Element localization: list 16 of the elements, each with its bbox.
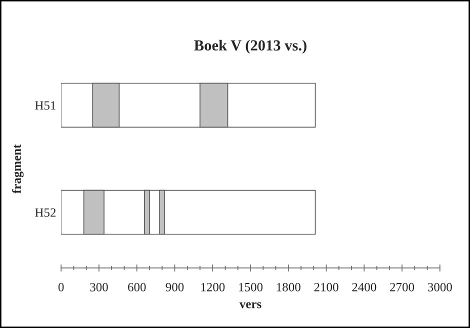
x-tick-label: 2100 [314, 282, 338, 292]
x-tick-label: 1500 [239, 282, 263, 292]
x-tick-label: 2400 [352, 282, 376, 292]
y-tick-label: H52 [35, 208, 56, 217]
x-tick-label: 1200 [201, 282, 225, 292]
x-tick-label: 300 [90, 282, 108, 292]
x-tick-label: 1800 [276, 282, 300, 292]
x-tick-label: 3000 [428, 282, 452, 292]
y-tick-label: H51 [35, 101, 56, 110]
x-tick-label: 600 [128, 282, 146, 292]
y-axis-title: fragment [12, 144, 24, 194]
x-tick-label: 2700 [390, 282, 414, 292]
chart-title: Boek V (2013 vs.) [194, 40, 306, 54]
x-axis-title: vers [239, 302, 262, 308]
x-tick-label: 900 [166, 282, 184, 292]
x-tick-label: 0 [58, 282, 64, 292]
